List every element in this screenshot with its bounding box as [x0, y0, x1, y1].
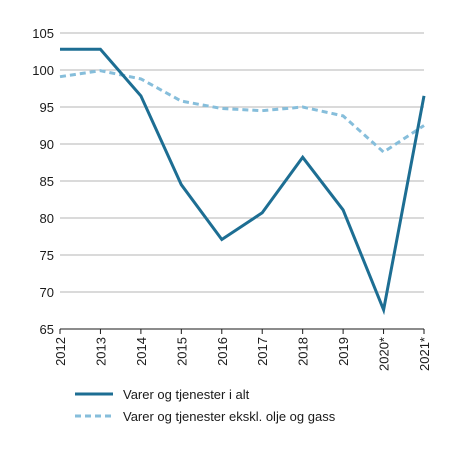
- x-tick-label-4: 2016: [215, 337, 230, 366]
- y-tick-label-80: 80: [40, 211, 54, 226]
- legend: Varer og tjenester i alt Varer og tjenes…: [75, 387, 336, 424]
- x-tick-label-9: 2021*: [417, 337, 432, 371]
- x-tick-label-1: 2013: [93, 337, 108, 366]
- series-line-1: [60, 47, 426, 316]
- x-tick-label-7: 2019: [336, 337, 351, 366]
- y-tick-label-85: 85: [40, 174, 54, 189]
- legend-label-series-2: Varer og tjenester ekskl. olje og gass: [123, 409, 336, 424]
- x-tick-label-0: 2012: [53, 337, 68, 366]
- y-axis-ticks: 65 70 75 80 85 90 95 100 105: [32, 26, 54, 337]
- y-tick-label-100: 100: [32, 63, 54, 78]
- y-tick-label-65: 65: [40, 322, 54, 337]
- y-tick-label-105: 105: [32, 26, 54, 41]
- series-lines: [59, 47, 426, 316]
- x-axis: 2012 2013 2014 2015 2016 2017 2018 2019 2020* 202…: [53, 328, 432, 371]
- gridlines: [60, 32, 424, 293]
- x-tick-label-6: 2018: [296, 337, 311, 366]
- legend-label-series-1: Varer og tjenester i alt: [123, 387, 250, 402]
- y-tick-label-90: 90: [40, 137, 54, 152]
- x-tick-label-8: 2020*: [377, 337, 392, 371]
- y-tick-label-75: 75: [40, 248, 54, 263]
- x-tick-label-3: 2015: [174, 337, 189, 366]
- x-tick-label-5: 2017: [255, 337, 270, 366]
- y-tick-label-95: 95: [40, 100, 54, 115]
- series-line-2: [59, 69, 425, 154]
- y-tick-label-70: 70: [40, 285, 54, 300]
- x-tick-label-2: 2014: [134, 337, 149, 366]
